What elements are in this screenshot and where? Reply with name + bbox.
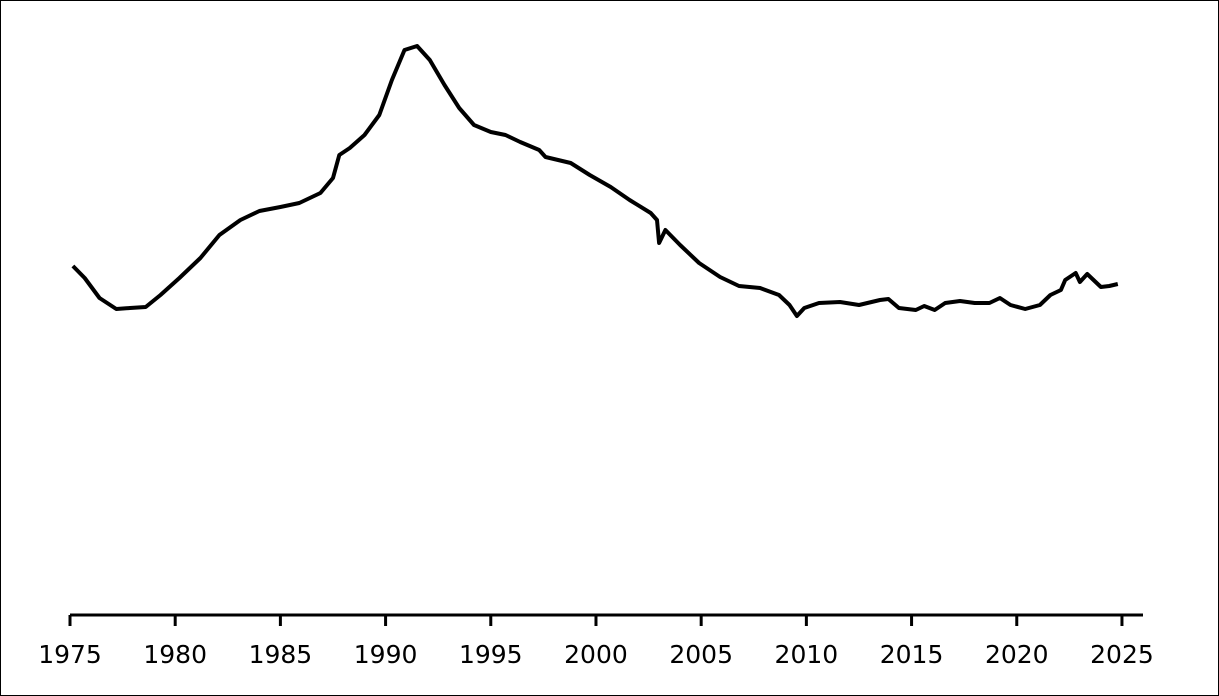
x-tick-label: 2010 <box>775 640 839 669</box>
x-tick-label: 2005 <box>669 640 733 669</box>
x-tick-label: 1980 <box>143 640 207 669</box>
x-tick-label: 1995 <box>459 640 523 669</box>
x-tick-label: 1975 <box>38 640 102 669</box>
x-tick-label: 1985 <box>249 640 313 669</box>
data-line <box>71 44 1119 318</box>
x-tick-label: 2000 <box>564 640 628 669</box>
x-tick-label: 2020 <box>985 640 1049 669</box>
x-tick-label: 2025 <box>1090 640 1154 669</box>
x-tick-label: 1990 <box>354 640 418 669</box>
x-tick-label: 2015 <box>880 640 944 669</box>
